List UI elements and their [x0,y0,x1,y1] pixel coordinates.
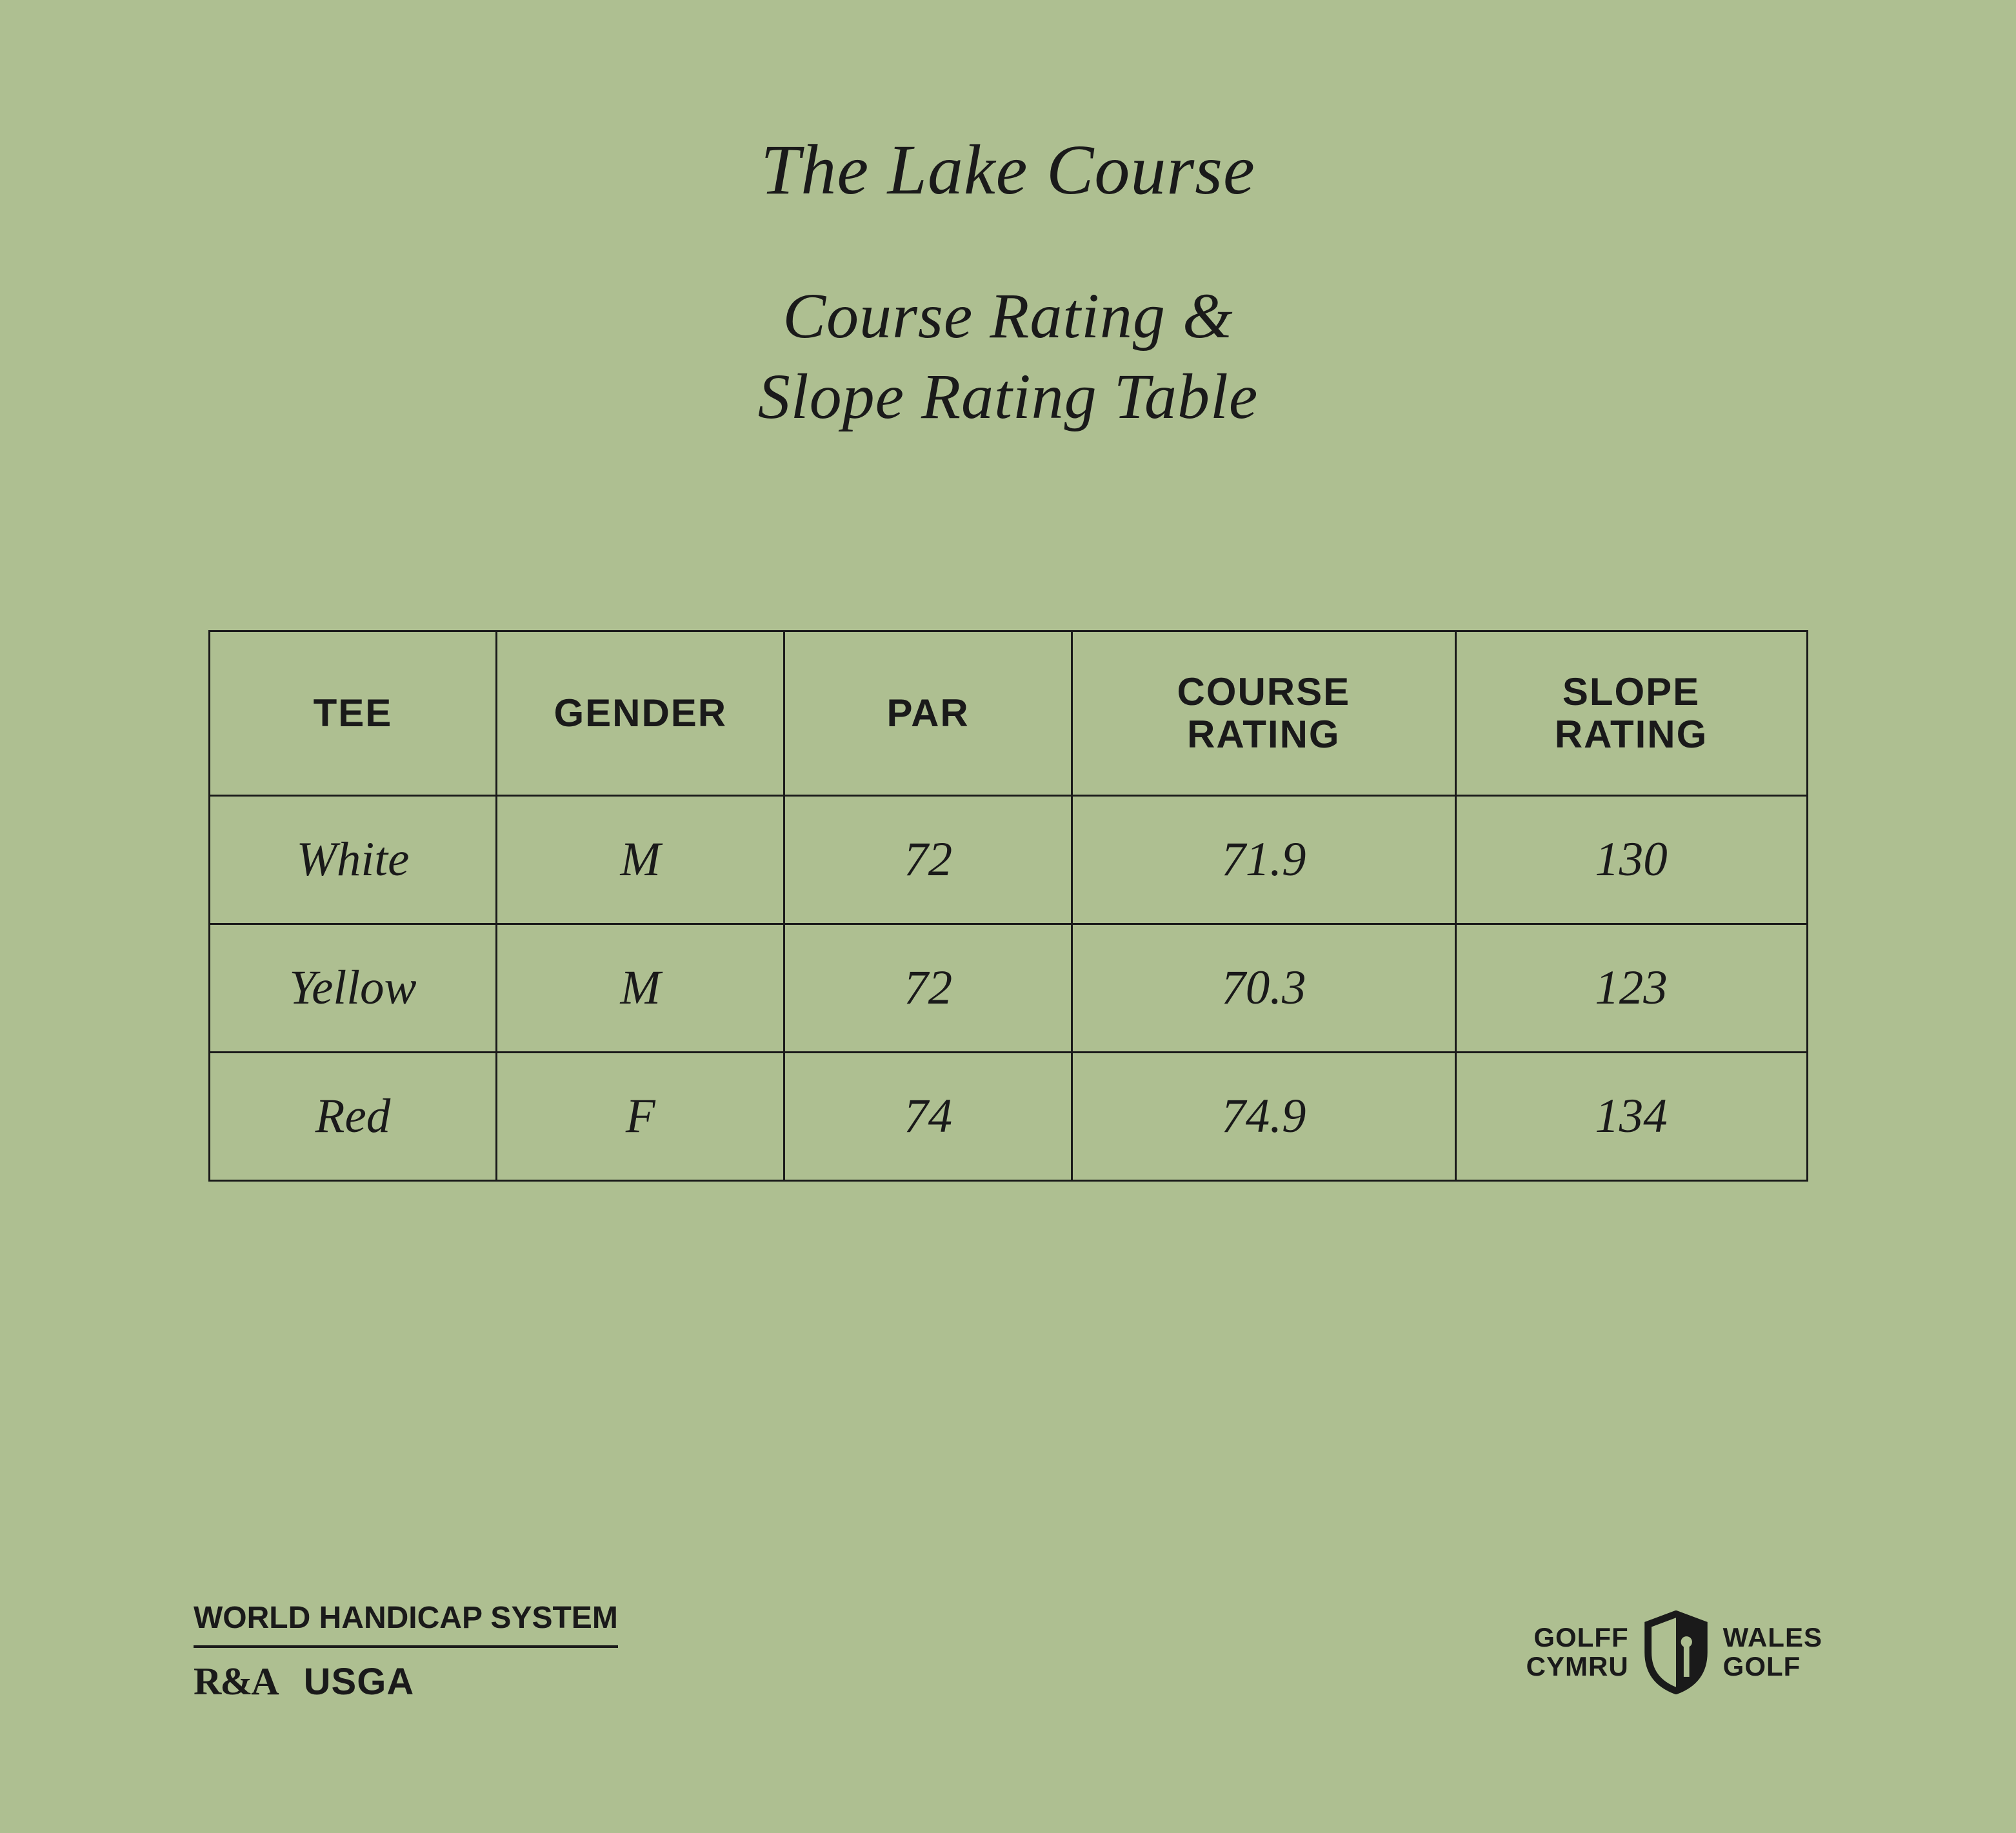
header: The Lake Course Course Rating & Slope Ra… [0,0,2016,437]
table-header-row: TEE GENDER PAR COURSE RATING SLOPE RATIN… [209,631,1807,796]
col-slope-rating-header: SLOPE RATING [1455,631,1807,796]
course-title: The Lake Course [0,129,2016,211]
col-course-rating-header: COURSE RATING [1072,631,1455,796]
table-row: Red F 74 74.9 134 [209,1053,1807,1181]
usga-logo: USGA [304,1660,415,1703]
rating-table-container: TEE GENDER PAR COURSE RATING SLOPE RATIN… [208,630,1808,1182]
col-gender-header: GENDER [497,631,784,796]
cell-tee: Red [209,1053,497,1181]
cell-gender: F [497,1053,784,1181]
rating-table: TEE GENDER PAR COURSE RATING SLOPE RATIN… [208,630,1808,1182]
subtitle-line-1: Course Rating & [783,280,1233,352]
cell-course-rating: 74.9 [1072,1053,1455,1181]
wales-golf-wales: WALES [1723,1623,1822,1652]
cell-slope-rating: 130 [1455,796,1807,924]
ra-logo: R&A [194,1660,278,1704]
cell-gender: M [497,924,784,1053]
whs-label: WORLD HANDICAP SYSTEM [194,1600,618,1636]
wales-golf-logo: GOLFF CYMRU WALES GOLF [1526,1610,1822,1694]
footer: WORLD HANDICAP SYSTEM R&A USGA GOLFF CYM… [0,1600,2016,1704]
col-tee-header: TEE [209,631,497,796]
wales-golf-golff: GOLFF [1526,1623,1629,1652]
col-par-header: PAR [784,631,1072,796]
cell-course-rating: 70.3 [1072,924,1455,1053]
cell-par: 74 [784,1053,1072,1181]
cell-par: 72 [784,796,1072,924]
wales-golf-cymru: CYMRU [1526,1652,1629,1681]
subtitle: Course Rating & Slope Rating Table [0,275,2016,437]
whs-sub-logos: R&A USGA [194,1645,618,1704]
wales-golf-left-text: GOLFF CYMRU [1526,1623,1629,1680]
whs-logo-block: WORLD HANDICAP SYSTEM R&A USGA [194,1600,618,1704]
cell-par: 72 [784,924,1072,1053]
shield-icon [1641,1610,1712,1694]
wales-golf-golf: GOLF [1723,1652,1822,1681]
wales-golf-right-text: WALES GOLF [1723,1623,1822,1680]
cell-tee: White [209,796,497,924]
subtitle-line-2: Slope Rating Table [758,361,1258,432]
cell-gender: M [497,796,784,924]
cell-slope-rating: 123 [1455,924,1807,1053]
table-row: Yellow M 72 70.3 123 [209,924,1807,1053]
cell-slope-rating: 134 [1455,1053,1807,1181]
cell-tee: Yellow [209,924,497,1053]
cell-course-rating: 71.9 [1072,796,1455,924]
table-row: White M 72 71.9 130 [209,796,1807,924]
